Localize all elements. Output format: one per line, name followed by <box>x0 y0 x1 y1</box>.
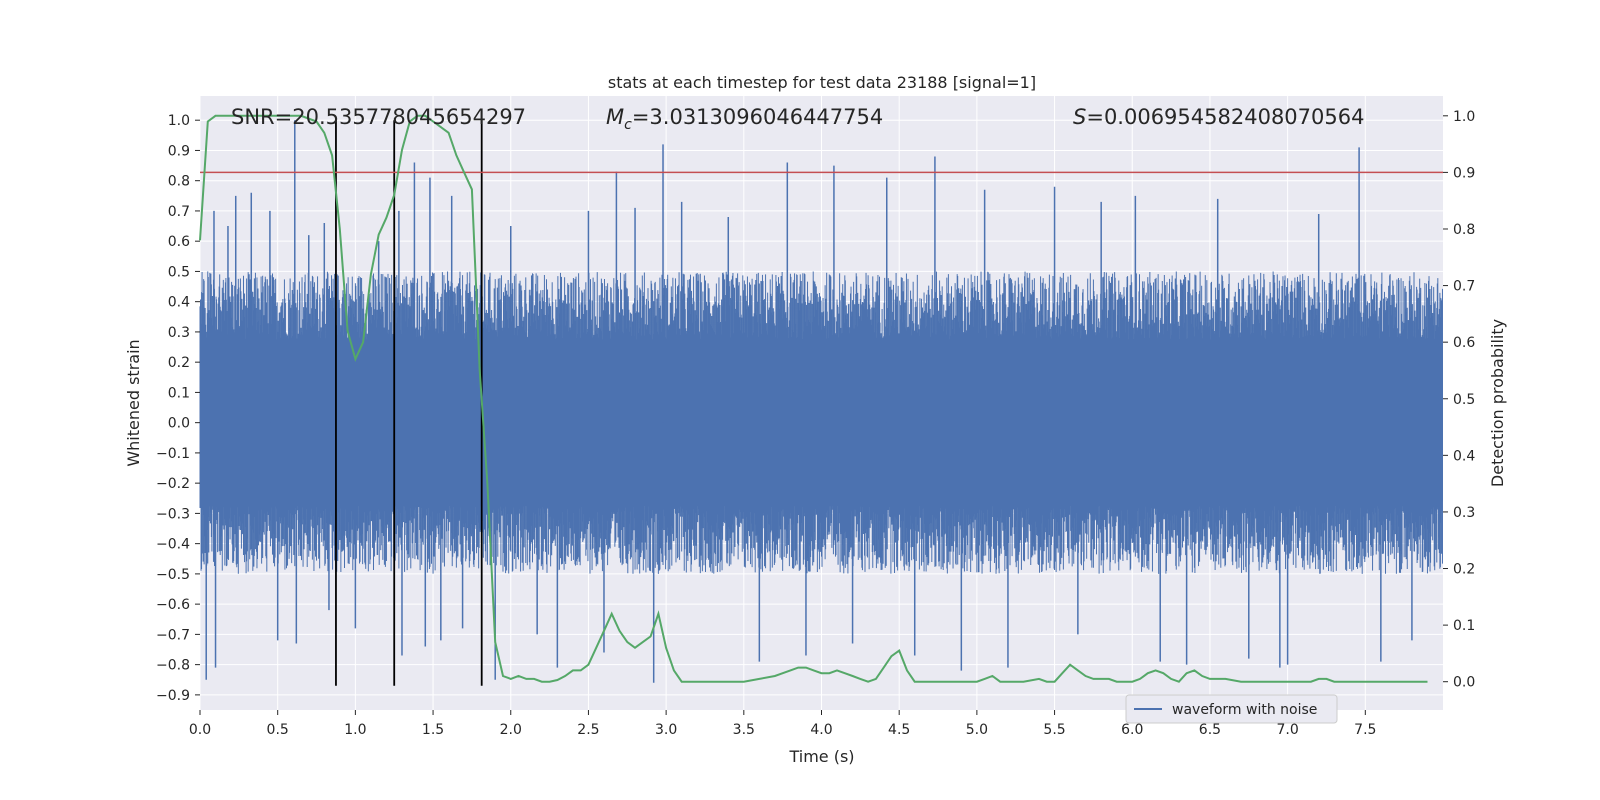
y-left-tick-label: −0.2 <box>156 476 190 492</box>
y-left-tick-label: 0.7 <box>168 204 190 220</box>
x-tick-label: 1.5 <box>422 722 444 738</box>
chirp-mass-symbol: M <box>606 105 624 129</box>
legend-box <box>1125 694 1338 724</box>
x-tick-label: 3.0 <box>655 722 677 738</box>
x-tick-label: 6.5 <box>1199 722 1221 738</box>
s-value: =0.006954582408070564 <box>1086 105 1364 129</box>
x-tick-label: 1.0 <box>344 722 366 738</box>
chart-title: stats at each timestep for test data 231… <box>608 73 1036 92</box>
y-right-tick-label: 0.6 <box>1453 335 1475 351</box>
y-right-tick-label: 0.1 <box>1453 618 1475 634</box>
y-left-tick-label: 0.6 <box>168 234 190 250</box>
x-tick-label: 5.0 <box>966 722 988 738</box>
x-tick-label: 3.5 <box>733 722 755 738</box>
y-left-tick-label: −0.1 <box>156 446 190 462</box>
y-left-tick-label: −0.5 <box>156 567 190 583</box>
chirp-mass-value: =3.0313096046447754 <box>632 105 883 129</box>
chirp-mass-subscript: c <box>624 117 632 133</box>
detection-probability-line <box>199 114 1428 683</box>
x-tick-label: 2.0 <box>500 722 522 738</box>
y-left-tick-label: −0.9 <box>156 688 190 704</box>
y-right-tick-label: 0.5 <box>1453 392 1475 408</box>
y-right-tick-label: 0.9 <box>1453 165 1475 181</box>
y-left-tick-label: 0.9 <box>168 143 190 159</box>
y-right-tick-label: 0.4 <box>1453 448 1475 464</box>
s-symbol: S <box>1073 105 1086 129</box>
y-right-tick-label: 0.7 <box>1453 279 1475 295</box>
x-tick-label: 4.0 <box>810 722 832 738</box>
y-axis-left-label: Whitened strain <box>124 339 143 466</box>
y-right-tick-label: 0.8 <box>1453 222 1475 238</box>
y-left-tick-label: 0.1 <box>168 385 190 401</box>
x-tick-label: 4.5 <box>888 722 910 738</box>
x-axis-label: Time (s) <box>788 747 854 766</box>
y-left-tick-label: 0.2 <box>168 355 190 371</box>
y-left-tick-label: −0.7 <box>156 627 190 643</box>
x-tick-label: 0.5 <box>267 722 289 738</box>
legend: waveform with noise <box>1125 694 1338 724</box>
y-axis-left-ticks: −0.9 −0.8 −0.7 −0.6 −0.5 −0.4 −0.3 −0.2 −0.1 0.0 0… <box>156 113 200 704</box>
y-left-tick-label: 0.0 <box>168 416 190 432</box>
x-tick-label: 6.0 <box>1121 722 1143 738</box>
y-axis-right-label: Detection probability <box>1488 319 1507 487</box>
x-tick-label: 0.0 <box>189 722 211 738</box>
y-right-tick-label: 0.0 <box>1453 675 1475 691</box>
x-tick-label: 5.5 <box>1043 722 1065 738</box>
y-left-tick-label: 0.4 <box>168 295 190 311</box>
legend-label: waveform with noise <box>1172 702 1317 718</box>
y-right-tick-label: 0.2 <box>1453 562 1475 578</box>
y-right-tick-label: 0.3 <box>1453 505 1475 521</box>
waveform-noise <box>199 271 1443 574</box>
y-left-tick-label: 0.3 <box>168 325 190 341</box>
waveform-series <box>199 120 1443 683</box>
s-annotation: S=0.006954582408070564 <box>1073 105 1364 129</box>
chirp-mass-annotation: Mc=3.0313096046447754 <box>606 105 883 133</box>
x-tick-label: 2.5 <box>577 722 599 738</box>
y-left-tick-label: −0.8 <box>156 658 190 674</box>
y-left-tick-label: 1.0 <box>168 113 190 129</box>
y-left-tick-label: −0.6 <box>156 597 190 613</box>
x-tick-label: 7.5 <box>1354 722 1376 738</box>
y-right-tick-label: 1.0 <box>1453 109 1475 125</box>
x-axis-ticks: 0.0 0.5 1.0 1.5 2.0 2.5 3.0 3.5 4.0 4.5 5.0 5.5 6.0 6… <box>189 710 1376 738</box>
snr-annotation: SNR=20.535778045654297 <box>231 105 526 129</box>
y-left-tick-label: 0.5 <box>168 264 190 280</box>
y-axis-right-ticks: 0.0 0.1 0.2 0.3 0.4 0.5 0.6 0.7 0.8 0.9 1.0 <box>1443 109 1475 691</box>
y-left-tick-label: −0.4 <box>156 537 190 553</box>
y-left-tick-label: 0.8 <box>168 174 190 190</box>
y-left-tick-label: −0.3 <box>156 506 190 522</box>
x-tick-label: 7.0 <box>1276 722 1298 738</box>
